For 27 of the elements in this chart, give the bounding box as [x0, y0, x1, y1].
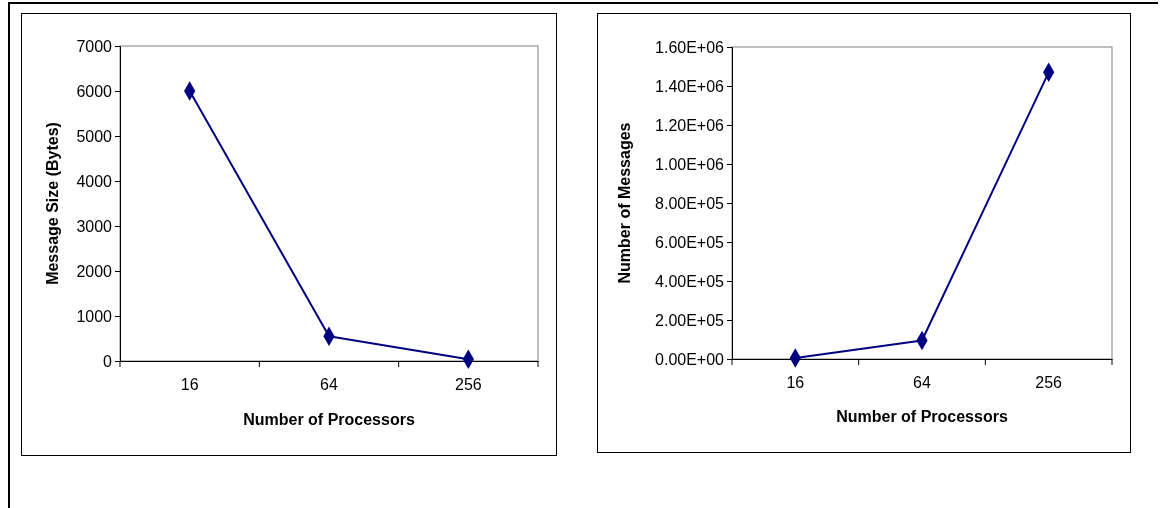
x-tick-label: 64 — [320, 375, 338, 393]
y-tick-label: 1.20E+06 — [655, 116, 725, 134]
y-tick-label: 5000 — [76, 127, 113, 145]
x-tick-label: 16 — [180, 375, 199, 393]
x-tick-label: 256 — [454, 375, 482, 393]
y-tick-label: 4.00E+05 — [655, 272, 725, 290]
y-tick-label: 1000 — [76, 307, 113, 325]
y-tick-label: 7000 — [76, 37, 113, 55]
x-axis-title: Number of Processors — [243, 411, 415, 428]
y-tick-label: 2000 — [76, 262, 113, 280]
y-tick-label: 4000 — [76, 172, 113, 190]
y-axis-title: Number of Messages — [616, 122, 633, 284]
y-tick-label: 6.00E+05 — [655, 233, 725, 251]
y-tick-label: 8.00E+05 — [655, 194, 725, 212]
y-tick-label: 0.00E+00 — [655, 350, 725, 368]
y-tick-label: 1.00E+06 — [655, 155, 725, 173]
x-tick-label: 256 — [1035, 373, 1063, 391]
x-axis-title: Number of Processors — [836, 408, 1008, 425]
x-tick-label: 16 — [786, 373, 805, 391]
y-tick-label: 3000 — [76, 217, 113, 235]
x-tick-label: 64 — [913, 373, 931, 391]
y-tick-label: 1.60E+06 — [655, 38, 725, 56]
y-axis-title: Message Size (Bytes) — [44, 122, 61, 285]
y-tick-label: 6000 — [76, 82, 113, 100]
y-tick-label: 2.00E+05 — [655, 311, 725, 329]
y-tick-label: 1.40E+06 — [655, 77, 725, 95]
y-tick-label: 0 — [103, 352, 113, 370]
